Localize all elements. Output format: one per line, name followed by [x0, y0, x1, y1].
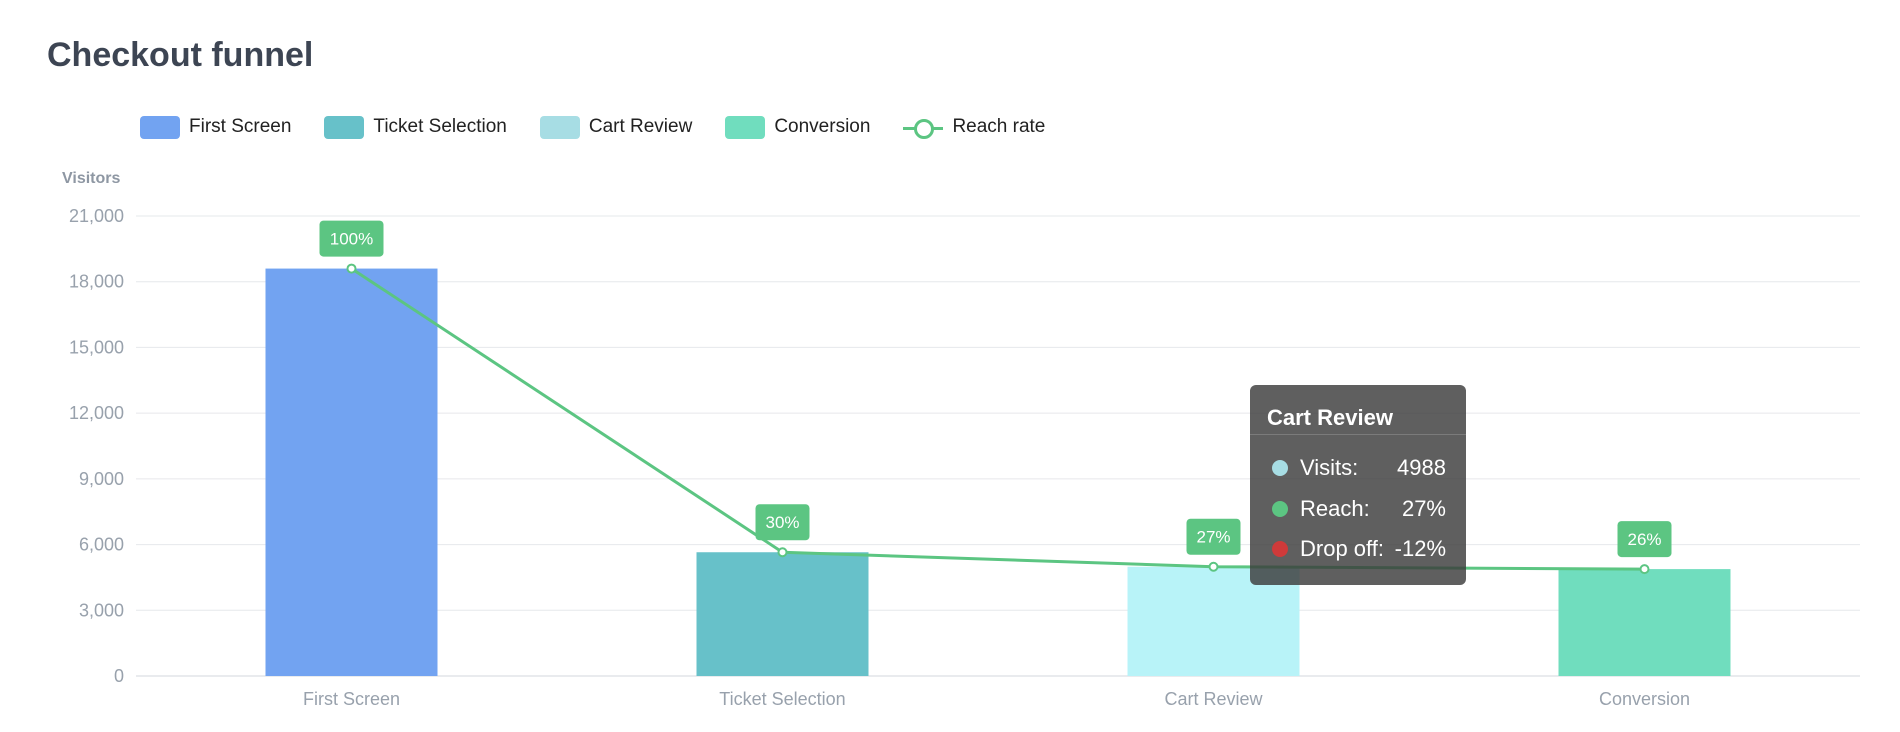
legend-item-conversion[interactable]: Conversion [725, 115, 871, 139]
bar-ticket-selection [696, 552, 869, 676]
reach-rate-point [1639, 564, 1650, 575]
y-axis-label: Visitors [62, 170, 121, 187]
legend-swatch [140, 115, 180, 139]
legend-swatch [324, 115, 365, 139]
reach-rate-point [777, 547, 788, 558]
legend-label: Conversion [774, 116, 871, 137]
legend-swatch [539, 115, 580, 139]
legend: First Screen Ticket Selection Cart Review C… [140, 114, 1078, 140]
tooltip-dropoff-value: -12% [1394, 536, 1446, 561]
tooltip-title: Cart Review [1250, 385, 1466, 435]
x-tick-label: Conversion [1599, 689, 1690, 709]
legend-item-first-screen[interactable]: First Screen [140, 115, 292, 139]
y-tick-label: 15,000 [69, 337, 124, 357]
reach-rate-labels: 100% 30% 27% 26% [319, 220, 1672, 558]
reach-rate-point [1208, 561, 1219, 572]
y-tick-label: 12,000 [69, 403, 124, 423]
tooltip-reach-marker [1272, 501, 1288, 517]
y-tick-label: 18,000 [69, 272, 124, 292]
reach-rate-label-box [1617, 521, 1672, 558]
y-tick-label: 6,000 [79, 535, 124, 555]
legend-item-reach-rate[interactable]: Reach rate [903, 116, 1045, 139]
legend-label: First Screen [189, 116, 292, 137]
tooltip-visits-label: Visits: [1300, 455, 1359, 480]
tooltip-reach-label: Reach: [1300, 496, 1370, 521]
y-axis: 0 3,000 6,000 9,000 12,000 15,000 18,000 21,000 [69, 206, 124, 686]
reach-rate-label-box [1186, 518, 1241, 555]
legend-swatch [725, 115, 766, 139]
tooltip-visits-marker [1272, 460, 1288, 476]
reach-rate-label-box [755, 504, 810, 541]
y-tick-label: 3,000 [79, 600, 124, 620]
tooltip-dropoff-label: Drop off: [1300, 536, 1384, 561]
reach-rate-label: 100% [330, 230, 373, 249]
reach-rate-label: 26% [1627, 530, 1661, 549]
tooltip-reach-value: 27% [1401, 496, 1446, 521]
tooltip-row-reach: Reach: 27% [1272, 494, 1446, 524]
legend-item-cart-review[interactable]: Cart Review [539, 115, 693, 139]
tooltip-row-dropoff: Drop off: -12% [1272, 534, 1446, 564]
x-axis: First Screen Ticket Selection Cart Review C… [303, 689, 1690, 709]
tooltip-dropoff-marker [1272, 541, 1288, 557]
legend-item-ticket-selection[interactable]: Ticket Selection [324, 115, 507, 139]
x-tick-label: Cart Review [1164, 689, 1263, 709]
reach-rate-label-box [319, 220, 384, 257]
legend-label: Reach rate [952, 116, 1046, 137]
reach-rate-label: 30% [765, 513, 799, 532]
tooltip-visits-value: 4988 [1397, 455, 1446, 480]
y-tick-label: 9,000 [79, 469, 124, 489]
reach-rate-point [346, 263, 357, 274]
y-tick-label: 21,000 [69, 206, 124, 226]
bar-conversion [1558, 569, 1731, 676]
y-tick-label: 0 [114, 666, 124, 686]
legend-swatch [903, 116, 944, 139]
bar-first-screen [265, 268, 438, 676]
bars [265, 268, 1731, 676]
x-tick-label: First Screen [303, 689, 400, 709]
legend-label: Cart Review [588, 116, 693, 137]
tooltip: Cart Review Visits: 4988 Reach: 27% Drop… [1250, 385, 1466, 585]
tooltip-row-visits: Visits: 4988 [1272, 453, 1446, 483]
chart-title: Checkout funnel [47, 36, 314, 74]
x-tick-label: Ticket Selection [719, 689, 845, 709]
legend-label: Ticket Selection [373, 116, 507, 137]
reach-rate-label: 27% [1196, 528, 1230, 547]
